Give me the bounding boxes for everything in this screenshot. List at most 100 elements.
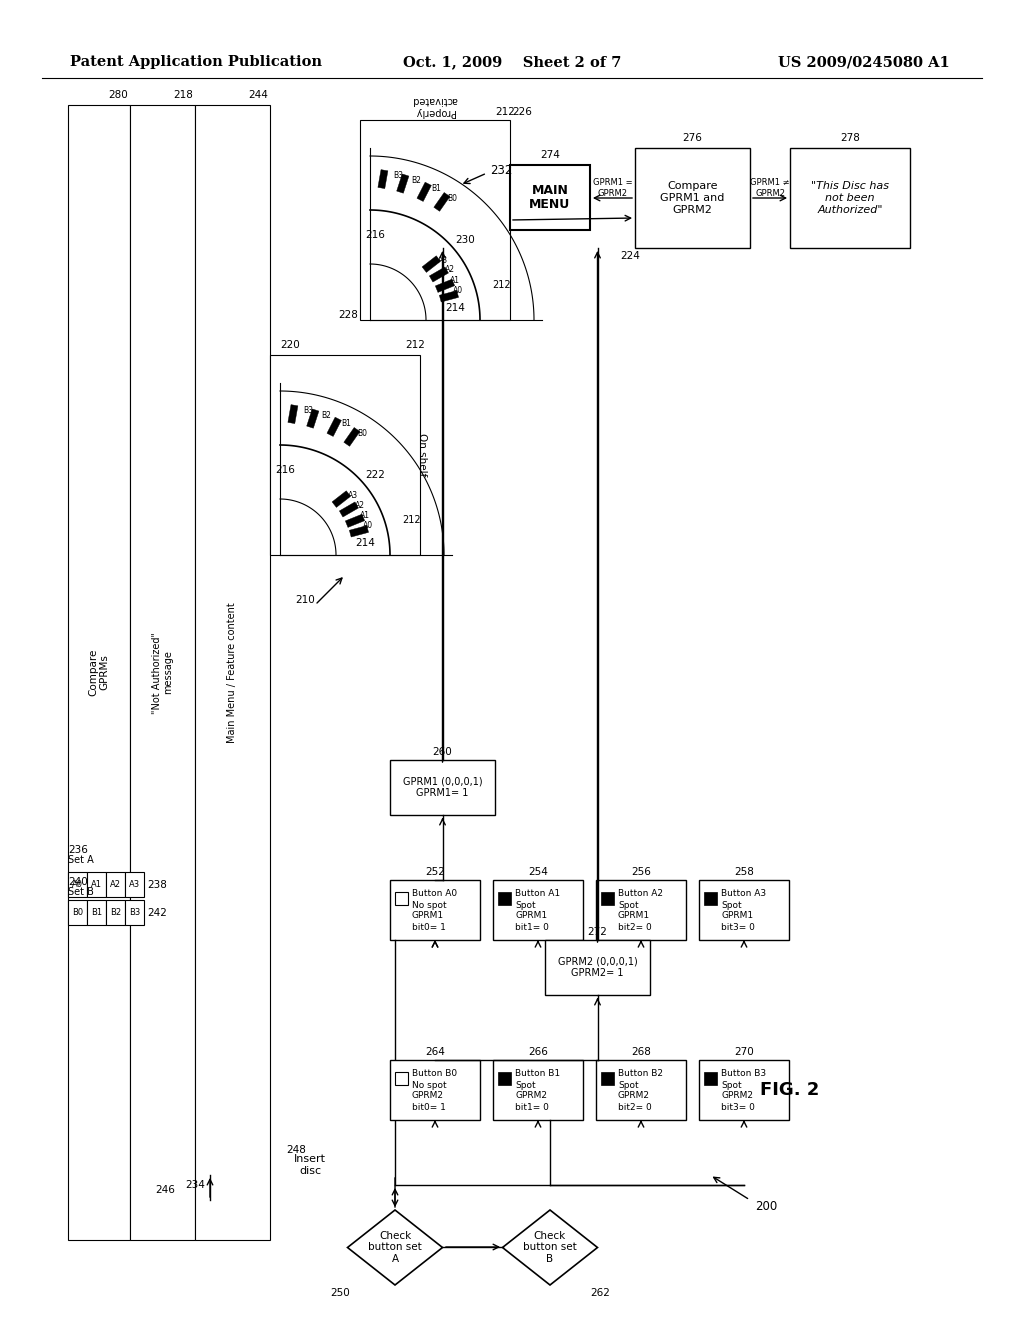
Bar [395, 892, 408, 906]
Bar [195, 106, 270, 1239]
Bar [601, 1072, 614, 1085]
Text: GPRM2: GPRM2 [412, 1092, 444, 1101]
Bar [435, 279, 455, 293]
Bar [705, 1072, 717, 1085]
Text: Spot: Spot [618, 1081, 639, 1089]
Bar [790, 148, 910, 248]
Bar [345, 515, 365, 528]
Text: Button B2: Button B2 [618, 1069, 663, 1078]
Text: 252: 252 [425, 867, 445, 876]
Bar [705, 892, 717, 906]
Bar [596, 1060, 686, 1119]
Bar [87, 900, 106, 925]
Text: B0: B0 [357, 429, 368, 438]
Text: Spot: Spot [618, 900, 639, 909]
Text: A2: A2 [110, 880, 121, 888]
Bar [130, 106, 195, 1239]
Polygon shape [347, 1210, 442, 1284]
Text: A2: A2 [355, 500, 365, 510]
Text: Spot: Spot [721, 900, 741, 909]
Text: 220: 220 [281, 341, 300, 350]
Polygon shape [503, 1210, 597, 1284]
Bar [601, 892, 614, 906]
Text: Button B0: Button B0 [412, 1069, 457, 1078]
Text: GPRM1: GPRM1 [618, 912, 650, 920]
Bar [306, 409, 318, 428]
Bar [327, 417, 341, 437]
Bar [699, 1060, 790, 1119]
Text: 258: 258 [734, 867, 754, 876]
Text: MAIN
MENU: MAIN MENU [529, 183, 570, 211]
Text: B3: B3 [303, 407, 312, 414]
Text: 280: 280 [109, 90, 128, 100]
Bar [493, 1060, 583, 1119]
Bar [344, 428, 359, 446]
Text: A3: A3 [348, 491, 358, 500]
Text: Set B: Set B [68, 887, 94, 898]
Text: 276: 276 [683, 133, 702, 143]
Text: B3: B3 [393, 172, 402, 180]
Text: B1: B1 [91, 908, 102, 917]
Bar [332, 491, 350, 507]
Text: No spot: No spot [412, 1081, 446, 1089]
Text: 256: 256 [631, 867, 651, 876]
Text: bit3= 0: bit3= 0 [721, 923, 755, 932]
Text: GPRM1: GPRM1 [412, 912, 444, 920]
Text: 254: 254 [528, 867, 548, 876]
Text: 224: 224 [621, 251, 640, 261]
Text: US 2009/0245080 A1: US 2009/0245080 A1 [778, 55, 950, 69]
Text: A1: A1 [450, 276, 460, 285]
Text: 226: 226 [512, 107, 531, 117]
Bar [545, 940, 650, 995]
Bar [349, 525, 369, 537]
Text: 222: 222 [366, 470, 385, 480]
Bar [417, 182, 431, 202]
Bar [390, 1060, 480, 1119]
Text: 200: 200 [755, 1200, 777, 1213]
Bar [339, 502, 358, 517]
Text: B2: B2 [412, 176, 421, 185]
Text: GPRM1: GPRM1 [721, 912, 753, 920]
Text: bit2= 0: bit2= 0 [618, 1102, 651, 1111]
Text: 214: 214 [355, 539, 375, 548]
Text: Oct. 1, 2009    Sheet 2 of 7: Oct. 1, 2009 Sheet 2 of 7 [402, 55, 622, 69]
Bar [125, 900, 144, 925]
Bar [395, 1072, 408, 1085]
Bar [635, 148, 750, 248]
Text: B1: B1 [341, 418, 351, 428]
Bar [270, 355, 420, 554]
Text: A0: A0 [454, 285, 463, 294]
Text: 264: 264 [425, 1047, 445, 1057]
Text: 240: 240 [68, 876, 88, 887]
Text: Check
button set
B: Check button set B [523, 1230, 577, 1265]
Text: 234: 234 [185, 1180, 205, 1191]
Text: "This Disc has
not been
Authorized": "This Disc has not been Authorized" [811, 181, 889, 215]
Text: 216: 216 [366, 230, 385, 240]
Bar [422, 256, 440, 272]
Text: A2: A2 [444, 265, 455, 275]
Text: bit1= 0: bit1= 0 [515, 1102, 549, 1111]
Text: Patent Application Publication: Patent Application Publication [70, 55, 322, 69]
Text: On shelf: On shelf [417, 433, 427, 477]
Text: A0: A0 [364, 520, 374, 529]
Bar [125, 873, 144, 898]
Text: Set A: Set A [68, 855, 94, 865]
Text: B1: B1 [431, 183, 441, 193]
Text: 266: 266 [528, 1047, 548, 1057]
Text: 274: 274 [540, 150, 560, 160]
Text: 212: 212 [402, 515, 421, 525]
Text: Spot: Spot [515, 900, 536, 909]
Text: A1: A1 [91, 880, 102, 888]
Text: B2: B2 [110, 908, 121, 917]
Text: No spot: No spot [412, 900, 446, 909]
Bar [596, 880, 686, 940]
Text: 218: 218 [173, 90, 193, 100]
Bar [434, 193, 450, 211]
Text: 268: 268 [631, 1047, 651, 1057]
Text: 216: 216 [275, 465, 295, 475]
Text: Button A0: Button A0 [412, 890, 457, 899]
Text: B3: B3 [129, 908, 140, 917]
Text: Spot: Spot [515, 1081, 536, 1089]
Text: 232: 232 [490, 164, 512, 177]
Text: Check
button set
A: Check button set A [368, 1230, 422, 1265]
